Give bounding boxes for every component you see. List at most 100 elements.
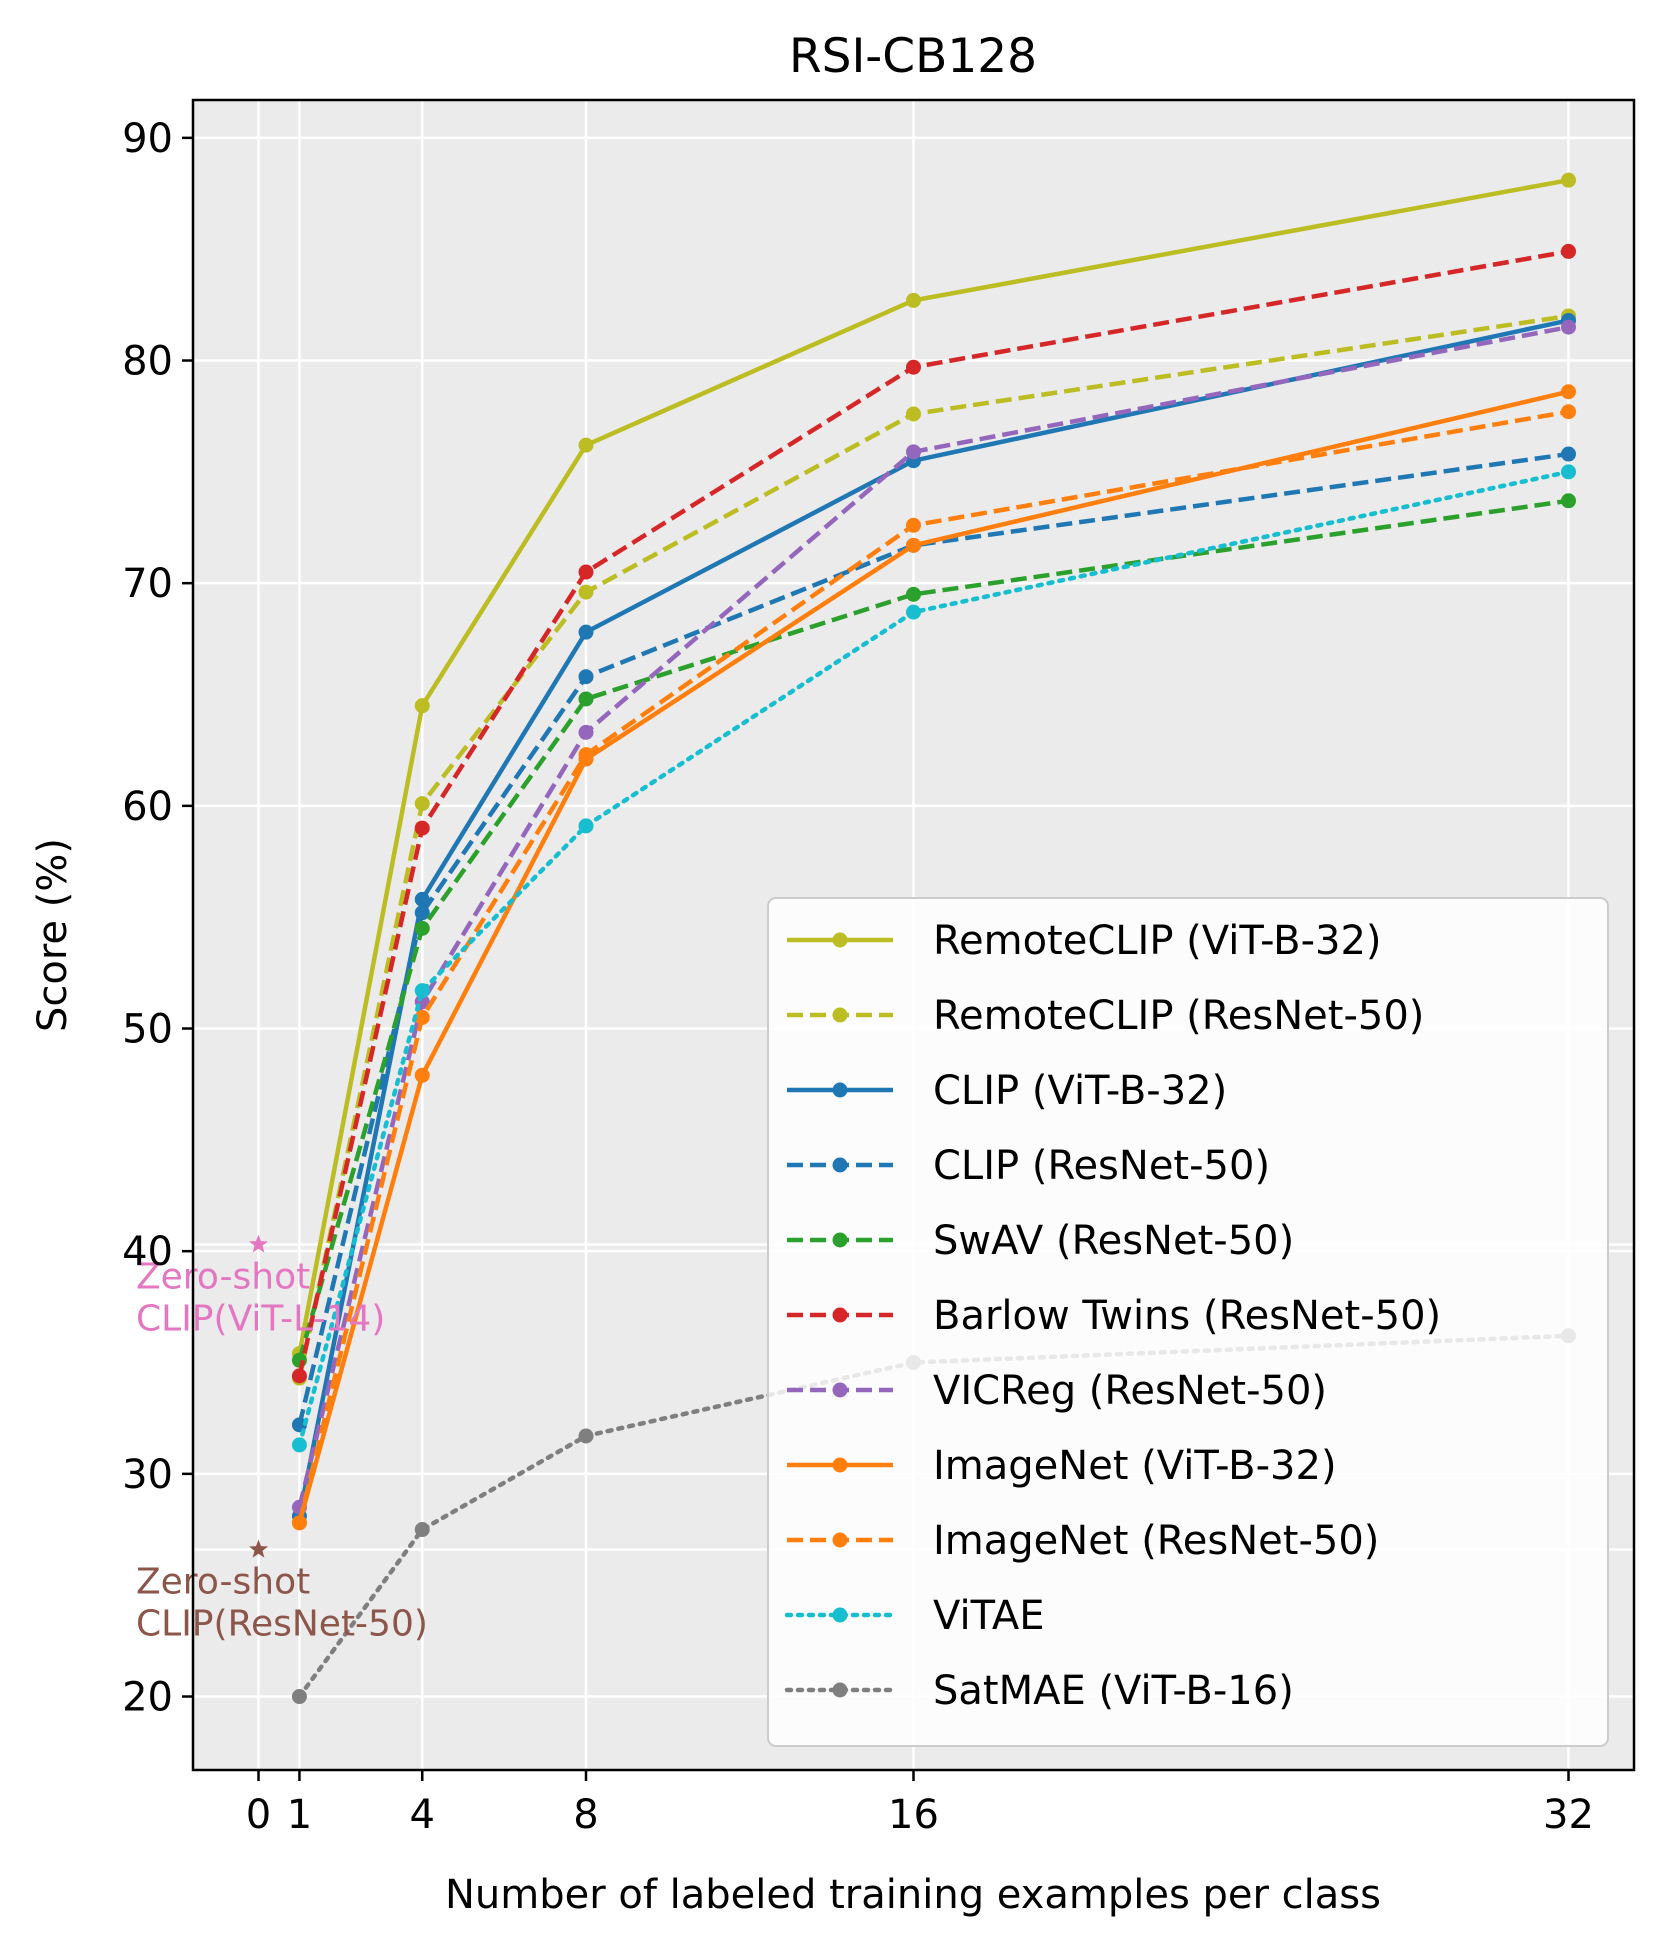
data-point-4-0 [291,1352,307,1368]
data-point-4-1 [414,920,430,936]
annotation-label-0-line2: CLIP(ViT-L-14) [136,1299,385,1340]
legend-entry-8: ImageNet (ResNet-50) [787,1518,1379,1564]
legend-entry-5: Barlow Twins (ResNet-50) [787,1293,1441,1339]
legend-swatch-marker-5 [832,1307,848,1323]
data-point-6-2 [578,724,594,740]
legend-entry-1: RemoteCLIP (ResNet-50) [787,993,1424,1039]
legend-swatch-marker-4 [832,1232,848,1248]
legend-entry-6: VICReg (ResNet-50) [787,1368,1327,1414]
legend-swatch-marker-6 [832,1382,848,1398]
data-point-5-3 [906,359,921,375]
data-point-0-2 [578,437,594,453]
data-point-5-1 [414,820,430,836]
annotation-label-0-line1: Zero-shot [136,1257,310,1298]
data-point-4-2 [578,691,594,707]
data-point-6-3 [906,444,921,460]
data-point-5-2 [578,564,594,580]
data-point-10-2 [578,1428,594,1444]
legend-label-0: RemoteCLIP (ViT-B-32) [933,918,1382,964]
x-tick-label-0: 0 [246,1792,271,1838]
data-point-10-0 [291,1689,307,1705]
legend: RemoteCLIP (ViT-B-32) RemoteCLIP (ResNet-… [767,897,1609,1747]
data-point-3-2 [578,669,594,685]
legend-entry-2: CLIP (ViT-B-32) [787,1068,1227,1114]
data-point-7-4 [1561,384,1576,400]
series-9 [291,464,1576,1453]
x-tick-label-4: 16 [888,1792,939,1838]
data-point-2-1 [414,891,430,907]
legend-swatch-marker-7 [832,1457,848,1473]
legend-entry-7: ImageNet (ViT-B-32) [787,1443,1337,1489]
legend-entry-0: RemoteCLIP (ViT-B-32) [787,918,1382,964]
legend-swatch-marker-3 [832,1157,848,1173]
data-point-8-3 [906,517,921,533]
y-tick-label-4: 60 [122,784,173,830]
data-point-3-4 [1561,446,1576,462]
x-tick-label-3: 8 [573,1792,598,1838]
data-point-1-2 [578,584,594,600]
data-point-8-1 [414,1009,430,1025]
data-point-9-0 [291,1437,307,1453]
legend-label-3: CLIP (ResNet-50) [933,1143,1270,1189]
series-5 [291,243,1576,1384]
data-point-8-0 [291,1515,307,1531]
series-line-4 [297,498,1569,1361]
zero-shot-star-0 [248,1234,269,1253]
data-point-5-4 [1561,243,1576,259]
data-point-8-2 [578,747,594,763]
legend-box [767,897,1609,1747]
legend-label-8: ImageNet (ResNet-50) [933,1518,1379,1564]
legend-label-9: ViTAE [933,1593,1045,1639]
legend-label-4: SwAV (ResNet-50) [933,1218,1294,1264]
y-tick-label-6: 80 [122,339,173,385]
legend-swatch-marker-10 [832,1682,848,1698]
data-point-0-4 [1561,172,1576,188]
data-point-9-4 [1561,464,1576,480]
chart-title: RSI-CB128 [789,29,1037,84]
legend-entry-4: SwAV (ResNet-50) [787,1218,1294,1264]
legend-label-10: SatMAE (ViT-B-16) [933,1668,1294,1714]
legend-label-6: VICReg (ResNet-50) [933,1368,1327,1414]
data-point-7-1 [414,1067,430,1083]
y-tick-label-7: 90 [122,116,173,162]
legend-swatch-marker-8 [832,1532,848,1548]
y-axis-label: Score (%) [30,838,76,1032]
x-axis-ticks: 0 1 4 8 16 32 [246,1770,1594,1838]
series-8 [291,404,1576,1531]
legend-label-1: RemoteCLIP (ResNet-50) [933,993,1424,1039]
data-point-9-3 [906,604,921,620]
y-tick-label-2: 40 [122,1229,173,1275]
data-point-1-1 [414,796,430,812]
y-tick-label-1: 30 [122,1452,173,1498]
zero-shot-star-1 [248,1539,269,1558]
y-tick-label-3: 50 [122,1007,173,1053]
series-4 [291,493,1576,1368]
y-tick-label-5: 70 [122,561,173,607]
data-point-10-1 [414,1522,430,1538]
legend-swatch-marker-1 [832,1007,848,1023]
data-point-2-2 [578,624,594,640]
legend-entry-10: SatMAE (ViT-B-16) [784,1668,1294,1714]
data-point-0-1 [414,698,430,714]
x-tick-label-5: 32 [1543,1792,1594,1838]
annotation-label-1-line2: CLIP(ResNet-50) [136,1604,428,1645]
series-group [291,172,1576,1705]
data-point-7-3 [906,537,921,553]
data-point-3-1 [414,905,430,921]
data-point-9-1 [414,983,430,999]
data-point-4-3 [906,586,921,602]
legend-entry-3: CLIP (ResNet-50) [787,1143,1270,1189]
legend-entry-9: ViTAE [784,1593,1045,1639]
annotation-label-1-line1: Zero-shot [136,1562,310,1603]
annotations: Zero-shotCLIP(ViT-L-14)Zero-shotCLIP(Res… [136,1234,428,1645]
data-point-1-3 [906,406,921,422]
legend-label-2: CLIP (ViT-B-32) [933,1068,1227,1114]
data-point-0-3 [906,292,921,308]
legend-swatch-marker-2 [832,1082,848,1098]
legend-label-7: ImageNet (ViT-B-32) [933,1443,1337,1489]
data-point-9-2 [578,818,594,834]
x-tick-label-2: 4 [410,1792,435,1838]
legend-swatch-marker-0 [832,932,848,948]
x-axis-label: Number of labeled training examples per … [445,1872,1381,1918]
